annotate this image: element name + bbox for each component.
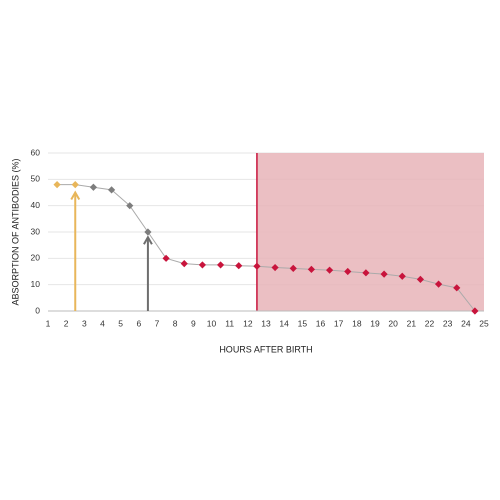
- x-tick-label: 17: [334, 318, 344, 328]
- data-point: [344, 267, 352, 276]
- x-tick-label: 22: [425, 318, 435, 328]
- x-tick-label: 8: [173, 318, 178, 328]
- x-tick-label: 3: [82, 318, 87, 328]
- x-tick-label: 21: [407, 318, 417, 328]
- data-point: [398, 272, 406, 280]
- data-point: [325, 266, 334, 274]
- x-tick-label: 11: [225, 318, 234, 328]
- shaded-region: [256, 153, 484, 311]
- data-point: [216, 261, 225, 269]
- data-point: [107, 186, 116, 194]
- x-tick-label: 15: [298, 318, 308, 328]
- data-point: [235, 262, 243, 270]
- data-point: [416, 275, 425, 283]
- x-tick-label: 9: [191, 318, 196, 328]
- data-point: [253, 262, 261, 270]
- x-tick-label: 6: [136, 318, 141, 328]
- x-tick-label: 12: [243, 318, 253, 328]
- data-point: [289, 264, 297, 272]
- x-tick-label: 4: [100, 318, 105, 328]
- x-tick-label: 24: [461, 318, 471, 328]
- data-point: [162, 254, 170, 262]
- y-axis-label: ABSORPTION OF ANTIBODIES (%): [10, 158, 20, 305]
- data-point: [126, 202, 134, 210]
- data-point: [434, 280, 443, 288]
- data-point: [71, 181, 79, 189]
- x-tick-label: 1: [46, 318, 51, 328]
- x-tick-label: 25: [479, 318, 489, 328]
- data-point: [380, 270, 388, 278]
- x-tick-label: 5: [118, 318, 123, 328]
- y-tick-label: 40: [31, 200, 41, 210]
- y-tick-label: 20: [31, 253, 41, 263]
- x-tick-label: 13: [261, 318, 271, 328]
- x-tick-label: 7: [155, 318, 160, 328]
- x-tick-label: 2: [64, 318, 69, 328]
- data-point: [271, 263, 279, 272]
- x-tick-label: 14: [279, 318, 289, 328]
- data-point: [307, 265, 316, 273]
- data-point: [198, 261, 207, 269]
- x-tick-label: 20: [388, 318, 398, 328]
- data-point: [144, 228, 152, 236]
- x-tick-label: 16: [316, 318, 326, 328]
- arrow-head: [70, 190, 81, 200]
- data-point: [180, 260, 188, 268]
- y-tick-label: 50: [31, 174, 41, 184]
- data-point: [53, 181, 61, 189]
- data-point: [471, 307, 479, 315]
- x-tick-label: 18: [352, 318, 362, 328]
- y-tick-label: 10: [31, 279, 41, 289]
- y-tick-label: 0: [35, 305, 40, 315]
- arrow-head: [143, 235, 153, 245]
- x-axis-label: HOURS AFTER BIRTH: [219, 344, 312, 354]
- y-tick-label: 60: [31, 147, 41, 157]
- x-tick-label: 10: [207, 318, 217, 328]
- data-point: [89, 183, 98, 191]
- y-tick-label: 30: [31, 226, 41, 236]
- data-point: [453, 284, 461, 292]
- x-tick-label: 23: [443, 318, 453, 328]
- x-tick-label: 19: [370, 318, 380, 328]
- data-point: [362, 269, 370, 277]
